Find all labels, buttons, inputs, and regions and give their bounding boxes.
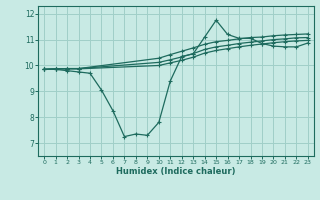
X-axis label: Humidex (Indice chaleur): Humidex (Indice chaleur) <box>116 167 236 176</box>
